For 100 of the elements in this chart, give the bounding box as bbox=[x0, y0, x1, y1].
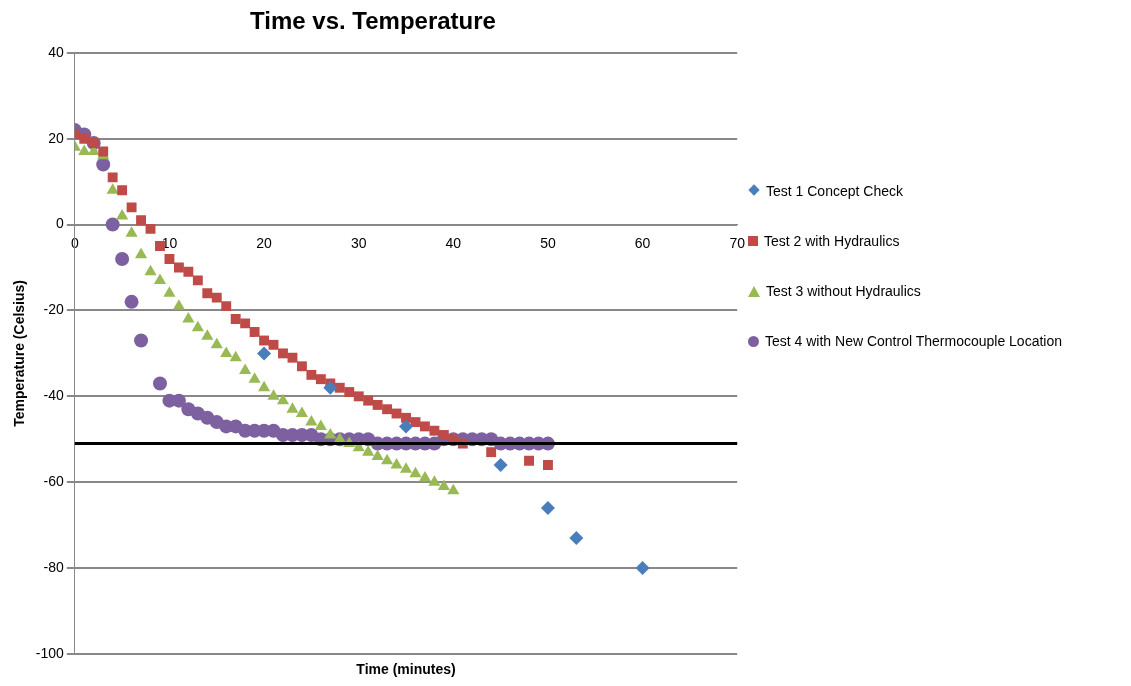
y-tick-label: -80 bbox=[43, 558, 65, 575]
point bbox=[124, 294, 139, 309]
point bbox=[201, 329, 214, 340]
point bbox=[418, 470, 432, 482]
point bbox=[524, 455, 534, 466]
point bbox=[192, 275, 203, 286]
point bbox=[486, 447, 497, 458]
point bbox=[372, 399, 383, 410]
y-tick-label: 20 bbox=[48, 129, 65, 146]
legend-label: Test 1 Concept Check bbox=[766, 183, 903, 199]
y-axis-title: Temperature (Celsius) bbox=[11, 280, 28, 427]
x-tick-label: 20 bbox=[256, 234, 273, 251]
point bbox=[296, 361, 307, 372]
point bbox=[136, 215, 147, 226]
point bbox=[315, 374, 326, 385]
point bbox=[164, 253, 175, 264]
point bbox=[258, 380, 271, 392]
point bbox=[229, 350, 242, 362]
point bbox=[382, 404, 393, 415]
point bbox=[96, 157, 111, 172]
point bbox=[569, 531, 584, 546]
y-tick-label: 40 bbox=[48, 43, 65, 60]
point bbox=[191, 320, 204, 332]
point bbox=[105, 217, 120, 232]
point bbox=[267, 389, 280, 400]
x-tick-label: 10 bbox=[161, 234, 178, 251]
point bbox=[107, 172, 118, 183]
point bbox=[126, 202, 137, 213]
point bbox=[447, 483, 460, 495]
y-tick-label: -40 bbox=[43, 387, 65, 404]
point bbox=[295, 406, 308, 418]
point bbox=[353, 391, 364, 402]
point bbox=[324, 427, 337, 439]
point bbox=[362, 445, 375, 456]
point bbox=[153, 273, 167, 284]
point bbox=[221, 301, 232, 312]
point bbox=[115, 251, 130, 266]
point bbox=[399, 419, 414, 434]
point bbox=[543, 460, 553, 470]
point bbox=[106, 183, 119, 194]
point bbox=[438, 430, 449, 440]
point bbox=[220, 346, 233, 357]
point bbox=[134, 333, 149, 348]
point bbox=[144, 264, 157, 276]
point bbox=[202, 288, 213, 299]
point bbox=[381, 453, 394, 465]
point bbox=[429, 425, 440, 436]
point bbox=[276, 393, 290, 405]
point bbox=[278, 348, 288, 359]
point bbox=[145, 223, 156, 234]
point bbox=[344, 387, 355, 397]
point bbox=[287, 352, 298, 363]
point bbox=[183, 266, 194, 277]
point bbox=[163, 286, 176, 297]
legend-label: Test 4 with New Control Thermocouple Location bbox=[765, 333, 1063, 349]
chart-title: Time vs. Temperature bbox=[250, 7, 496, 35]
point bbox=[371, 449, 384, 460]
x-tick-label: 60 bbox=[634, 234, 651, 251]
point bbox=[210, 337, 223, 349]
point bbox=[540, 500, 555, 515]
point bbox=[239, 363, 252, 375]
point bbox=[390, 458, 403, 469]
point bbox=[428, 475, 441, 486]
x-tick-label: 70 bbox=[729, 234, 746, 251]
point bbox=[230, 314, 241, 324]
x-tick-label: 50 bbox=[540, 234, 556, 251]
point bbox=[437, 479, 450, 491]
point bbox=[257, 346, 272, 361]
point bbox=[79, 133, 90, 144]
point bbox=[240, 318, 251, 329]
point bbox=[286, 402, 299, 413]
point bbox=[182, 312, 195, 323]
y-tick-label: -100 bbox=[35, 644, 65, 661]
legend-label: Test 2 with Hydraulics bbox=[764, 233, 900, 249]
point bbox=[409, 466, 422, 478]
point bbox=[363, 395, 374, 406]
point bbox=[135, 247, 148, 259]
point bbox=[305, 415, 318, 426]
x-tick-label: 30 bbox=[350, 234, 367, 251]
point bbox=[493, 458, 508, 473]
point bbox=[306, 369, 317, 380]
point bbox=[268, 339, 279, 350]
x-axis-title: Time (minutes) bbox=[356, 661, 456, 677]
y-tick-label: -20 bbox=[43, 301, 65, 318]
point bbox=[635, 561, 650, 576]
point bbox=[314, 419, 327, 430]
y-tick-label: 0 bbox=[56, 215, 65, 232]
point bbox=[125, 226, 138, 237]
point bbox=[211, 292, 222, 303]
point bbox=[323, 380, 338, 395]
point bbox=[249, 326, 260, 337]
legend-label: Test 3 without Hydraulics bbox=[766, 283, 921, 299]
point bbox=[172, 299, 185, 310]
point bbox=[419, 421, 430, 432]
x-tick-label: 40 bbox=[445, 234, 462, 251]
point bbox=[152, 376, 167, 391]
point bbox=[248, 372, 261, 383]
point bbox=[259, 335, 270, 346]
point bbox=[334, 382, 345, 393]
point bbox=[399, 462, 413, 473]
